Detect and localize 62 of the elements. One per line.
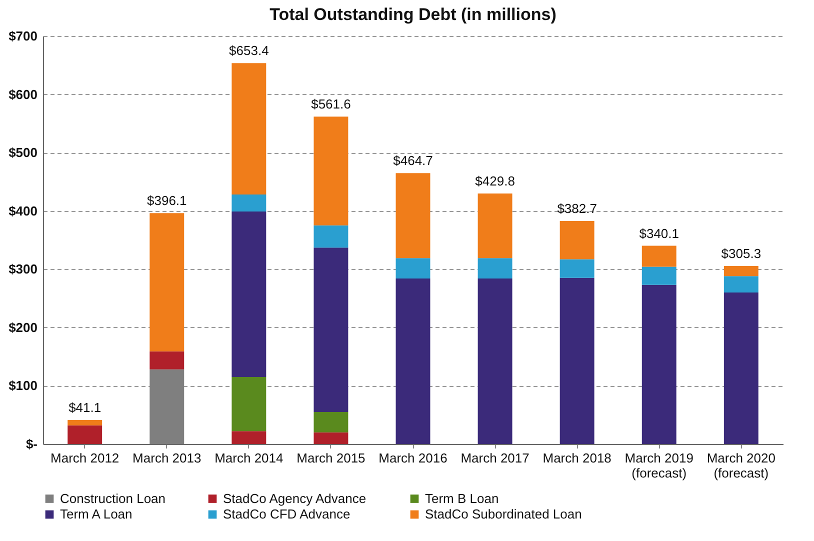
y-tick-label: $300 <box>8 262 38 277</box>
y-tick-label: $400 <box>8 203 38 218</box>
bar <box>232 63 266 195</box>
bar <box>314 432 348 444</box>
bar <box>560 220 594 260</box>
bar <box>724 276 758 292</box>
bar <box>68 420 102 426</box>
bar <box>232 376 266 432</box>
y-tick-label: $- <box>26 436 38 452</box>
legend-label: Construction Loan <box>60 490 166 506</box>
bar <box>560 259 594 278</box>
total-label: $396.1 <box>146 193 187 208</box>
bar <box>724 292 758 444</box>
bar <box>478 193 512 258</box>
bar <box>314 225 348 248</box>
bar <box>642 266 676 285</box>
x-tick-label: March 2015 <box>296 450 366 466</box>
chart-title: Total Outstanding Debt (in millions) <box>270 5 556 24</box>
bar <box>396 258 430 278</box>
legend-label: StadCo CFD Advance <box>223 506 350 522</box>
x-tick-label: March 2016 <box>378 450 448 466</box>
total-label: $653.4 <box>229 43 269 58</box>
legend-label: StadCo Agency Advance <box>223 490 366 506</box>
y-tick-label: $700 <box>8 28 38 44</box>
total-label: $382.7 <box>557 200 597 216</box>
x-tick-label: March 2012 <box>50 450 120 466</box>
bar <box>396 278 430 444</box>
total-label: $340.1 <box>639 226 680 241</box>
bar <box>396 173 430 258</box>
bar <box>232 211 266 377</box>
bar <box>232 194 266 212</box>
x-tick-label: March 2017 <box>460 450 530 466</box>
total-label: $561.6 <box>311 96 351 112</box>
bar <box>724 266 758 276</box>
bar <box>314 248 348 412</box>
legend-label: StadCo Subordinated Loan <box>425 506 582 522</box>
bar <box>150 351 184 370</box>
x-tick-label: March 2014 <box>214 450 284 466</box>
bar <box>478 258 512 278</box>
bar <box>560 278 594 444</box>
y-tick-label: $200 <box>8 320 38 335</box>
total-label: $305.3 <box>721 246 762 262</box>
legend-label: Term A Loan <box>60 506 132 522</box>
x-tick-label: March 2020 (forecast) <box>706 450 776 480</box>
bar <box>314 116 348 226</box>
bar <box>314 412 348 432</box>
bar <box>642 284 676 444</box>
total-label: $41.1 <box>68 400 102 416</box>
bar <box>642 246 676 267</box>
y-tick-label: $600 <box>8 86 38 102</box>
y-tick-label: $500 <box>8 145 38 160</box>
bar <box>150 213 184 352</box>
bar <box>232 431 266 444</box>
x-tick-label: March 2013 <box>132 450 202 466</box>
total-label: $429.8 <box>475 173 515 188</box>
x-tick-label: March 2018 <box>542 450 612 466</box>
total-label: $464.7 <box>393 153 433 168</box>
y-tick-label: $100 <box>8 378 38 394</box>
bar <box>68 425 102 444</box>
x-tick-label: March 2019 (forecast) <box>624 450 694 480</box>
bar <box>478 278 512 444</box>
legend-label: Term B Loan <box>425 490 499 506</box>
